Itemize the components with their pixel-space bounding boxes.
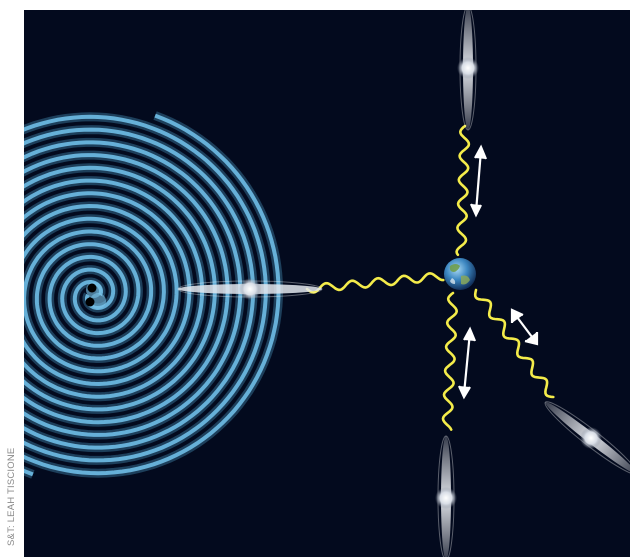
wave-arm: [24, 114, 268, 477]
pulsar-icon: [457, 57, 479, 79]
pulsar-icon: [435, 487, 457, 509]
signal-path-top: [455, 124, 471, 257]
pulsar-left: [177, 278, 323, 300]
pulsar-bottom: [435, 435, 457, 557]
pulsar-icon: [580, 427, 602, 449]
signal-path-bottom: [441, 291, 459, 431]
double-arrow-icon: [469, 144, 488, 218]
pulsar-bottom-right: [544, 401, 630, 475]
signal-path-bottom-right: [473, 288, 555, 399]
signal-paths: [305, 124, 555, 431]
illustration: [24, 10, 630, 557]
earth-icon: [444, 258, 476, 290]
double-arrow-icon: [510, 308, 539, 346]
black-hole-binary-icon: [85, 282, 106, 309]
pulsar-icon: [239, 278, 261, 300]
image-credit: S&T: LEAH TISCIONE: [0, 0, 24, 557]
credit-text: S&T: LEAH TISCIONE: [6, 447, 17, 546]
pulsar-top: [457, 10, 479, 131]
signal-path-left: [305, 272, 445, 294]
double-arrow-icon: [457, 326, 477, 400]
